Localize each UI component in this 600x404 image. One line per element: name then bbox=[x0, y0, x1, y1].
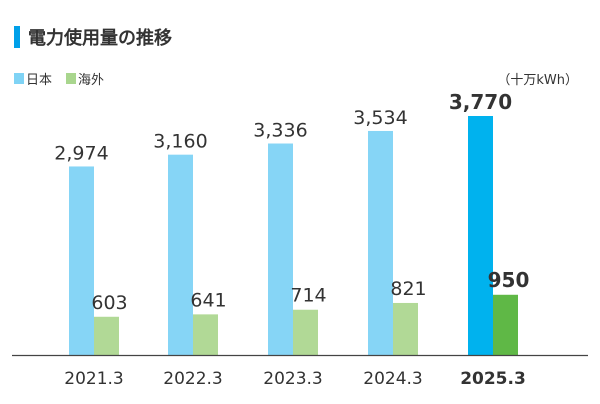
unit-label: （十万kWh） bbox=[497, 73, 578, 88]
bar-japan-2025.3 bbox=[468, 116, 493, 355]
overseas-swatch-icon bbox=[66, 73, 77, 84]
x-tick-label-2024.3: 2024.3 bbox=[363, 369, 422, 389]
value-label-overseas-2021.3: 603 bbox=[91, 292, 127, 314]
bar-overseas-2022.3 bbox=[193, 314, 218, 355]
bar-japan-2022.3 bbox=[168, 154, 193, 355]
title-marker bbox=[14, 26, 20, 48]
legend-label-japan: 日本 bbox=[26, 73, 53, 88]
legend-item-overseas: 海外 bbox=[66, 69, 104, 88]
bar-japan-2023.3 bbox=[268, 143, 293, 355]
value-label-overseas-2025.3: 950 bbox=[488, 268, 530, 292]
value-label-japan-2023.3: 3,336 bbox=[253, 120, 307, 142]
japan-swatch-icon bbox=[14, 73, 24, 84]
legend-item-japan: 日本 bbox=[14, 69, 52, 88]
x-tick-label-2025.3: 2025.3 bbox=[460, 369, 526, 389]
value-label-japan-2025.3: 3,770 bbox=[449, 90, 512, 114]
legend-label-overseas: 海外 bbox=[78, 73, 105, 88]
legend: 日本 海外 bbox=[14, 69, 118, 88]
value-label-overseas-2023.3: 714 bbox=[290, 285, 326, 307]
bar-overseas-2021.3 bbox=[94, 316, 119, 355]
value-label-overseas-2024.3: 821 bbox=[390, 278, 426, 300]
bar-overseas-2025.3 bbox=[493, 294, 518, 355]
value-label-japan-2022.3: 3,160 bbox=[153, 131, 207, 153]
bar-overseas-2024.3 bbox=[393, 302, 418, 355]
value-label-overseas-2022.3: 641 bbox=[190, 289, 226, 311]
value-label-japan-2021.3: 2,974 bbox=[54, 142, 108, 164]
bar-japan-2024.3 bbox=[368, 130, 393, 355]
bar-japan-2021.3 bbox=[69, 166, 94, 355]
value-label-japan-2024.3: 3,534 bbox=[353, 107, 407, 129]
chart-title: 電力使用量の推移 bbox=[28, 28, 172, 49]
x-tick-label-2023.3: 2023.3 bbox=[263, 369, 322, 389]
x-tick-label-2021.3: 2021.3 bbox=[64, 369, 123, 389]
x-tick-label-2022.3: 2022.3 bbox=[163, 369, 222, 389]
bar-overseas-2023.3 bbox=[293, 309, 318, 355]
